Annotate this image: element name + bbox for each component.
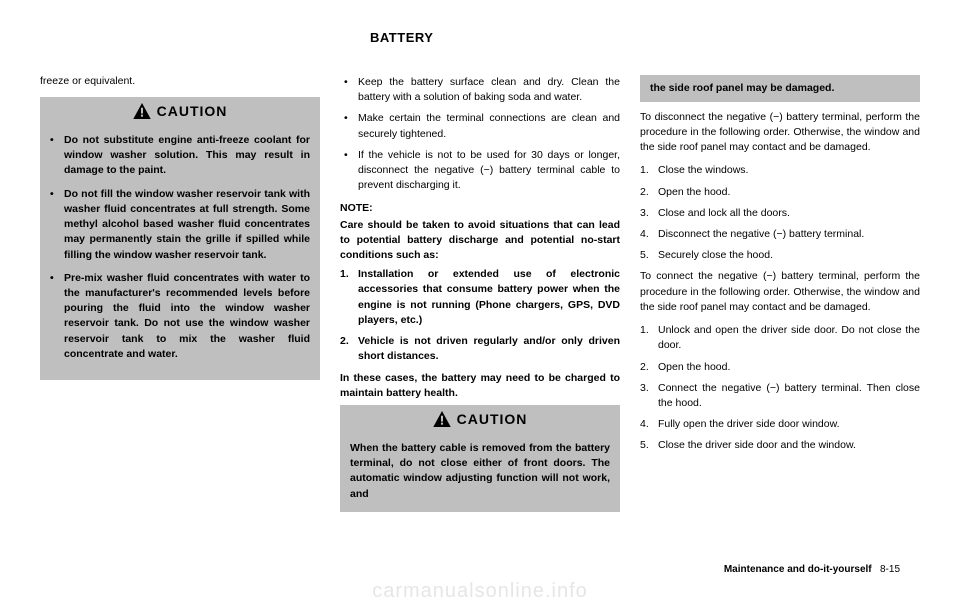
list-item: Disconnect the negative (−) battery term…: [640, 227, 920, 242]
list-item: Open the hood.: [640, 360, 920, 375]
caution-header: CAUTION: [40, 97, 320, 125]
caution-body: When the battery cable is removed from t…: [340, 433, 620, 512]
list-item: Installation or extended use of electron…: [340, 267, 620, 328]
note-label: NOTE:: [340, 202, 620, 214]
list-item: Open the hood.: [640, 185, 920, 200]
caution-label: CAUTION: [457, 411, 528, 427]
warning-icon: [133, 103, 151, 119]
list-item: Close and lock all the doors.: [640, 206, 920, 221]
list-item: Close the windows.: [640, 163, 920, 178]
section-title: BATTERY: [370, 30, 433, 45]
caution-item: Pre-mix washer fluid concentrates with w…: [50, 271, 310, 362]
caution-item: Do not substitute engine anti-freeze coo…: [50, 133, 310, 179]
list-item: Fully open the driver side door window.: [640, 417, 920, 432]
steps-list-b: Unlock and open the driver side door. Do…: [640, 323, 920, 454]
list-item: If the vehicle is not to be used for 30 …: [340, 148, 620, 194]
list-item: Connect the negative (−) battery termina…: [640, 381, 920, 411]
intro-text: freeze or equivalent.: [40, 75, 320, 87]
list-item: Make certain the terminal connections ar…: [340, 111, 620, 141]
caution-body: Do not substitute engine anti-freeze coo…: [40, 125, 320, 380]
list-item: Unlock and open the driver side door. Do…: [640, 323, 920, 353]
list-item: Close the driver side door and the windo…: [640, 438, 920, 453]
note-outro: In these cases, the battery may need to …: [340, 371, 620, 401]
caution-label: CAUTION: [157, 103, 228, 119]
caution-continuation: the side roof panel may be damaged.: [640, 75, 920, 102]
list-item: Keep the battery surface clean and dry. …: [340, 75, 620, 105]
content-columns: freeze or equivalent. CAUTION Do not sub…: [40, 75, 920, 512]
list-item: Securely close the hood.: [640, 248, 920, 263]
column-1: freeze or equivalent. CAUTION Do not sub…: [40, 75, 320, 512]
column-2: Keep the battery surface clean and dry. …: [340, 75, 620, 512]
note-numbered-list: Installation or extended use of electron…: [340, 267, 620, 364]
caution-text: When the battery cable is removed from t…: [350, 442, 610, 500]
footer-page: 8-15: [880, 564, 900, 575]
caution-item: Do not fill the window washer reservoir …: [50, 187, 310, 263]
note-intro: Care should be taken to avoid situations…: [340, 218, 620, 264]
steps-list-a: Close the windows. Open the hood. Close …: [640, 163, 920, 263]
warning-icon: [433, 411, 451, 427]
column-3: the side roof panel may be damaged. To d…: [640, 75, 920, 512]
bullet-list: Keep the battery surface clean and dry. …: [340, 75, 620, 194]
footer-section: Maintenance and do-it-yourself: [724, 564, 872, 575]
caution-header: CAUTION: [340, 405, 620, 433]
page-footer: Maintenance and do-it-yourself 8-15: [724, 564, 900, 575]
paragraph: To disconnect the negative (−) battery t…: [640, 110, 920, 156]
watermark: carmanualsonline.info: [0, 580, 960, 603]
list-item: Vehicle is not driven regularly and/or o…: [340, 334, 620, 364]
paragraph: To connect the negative (−) battery term…: [640, 269, 920, 315]
